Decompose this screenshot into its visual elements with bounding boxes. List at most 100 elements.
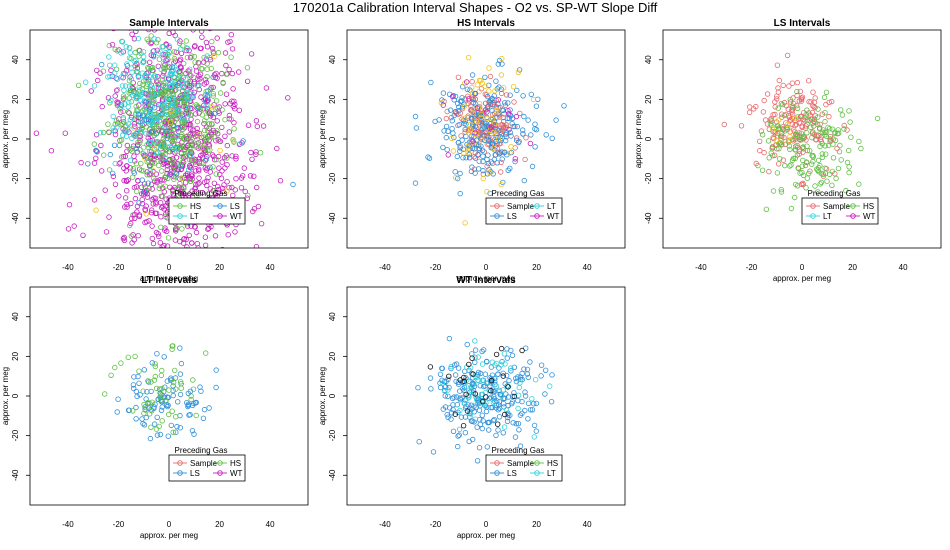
point-hs (145, 399, 151, 406)
point-wt (157, 153, 163, 160)
point-lt (467, 411, 474, 417)
point-lt (498, 393, 505, 399)
point-hs (206, 121, 212, 127)
point-sample (775, 89, 782, 95)
point-wt (464, 79, 470, 85)
y-tick-label: -40 (328, 212, 337, 224)
point-hs (839, 112, 846, 118)
panel-title: Sample Intervals (129, 18, 209, 29)
point-ls (147, 435, 154, 442)
point-hs (160, 135, 167, 142)
point-hs (796, 136, 802, 142)
point-hs (257, 149, 264, 156)
point-wt (212, 0, 217, 2)
point-ls (170, 392, 176, 399)
legend-box (485, 454, 563, 482)
point-ls (495, 427, 501, 433)
point-ls (197, 384, 203, 390)
point-sample (778, 100, 785, 107)
point-lt (492, 375, 499, 381)
point-lt (532, 377, 539, 383)
point-lt (475, 377, 481, 384)
point-sample (798, 98, 805, 104)
point-wt (232, 187, 238, 193)
point-ls (508, 133, 514, 139)
point-wt (203, 39, 210, 46)
point-ls (535, 96, 541, 102)
point-wt (88, 88, 94, 94)
point-wt (230, 192, 236, 199)
point-ls (488, 97, 494, 104)
point-hs (178, 385, 184, 391)
point-ls (412, 113, 419, 120)
point-hs (804, 107, 810, 113)
point-ls (456, 432, 462, 438)
point-hs (197, 106, 204, 112)
point-ls (135, 111, 142, 118)
point-wt (99, 103, 105, 110)
point-misc (93, 207, 99, 213)
point-lt (152, 139, 158, 145)
point-wt (124, 204, 130, 210)
legend-marker-ls (217, 203, 223, 209)
point-hs (837, 142, 843, 149)
point-hs (164, 64, 170, 70)
point-wt (102, 187, 108, 193)
point-lt (114, 124, 120, 130)
point-ls (478, 127, 485, 133)
y-tick-label: 40 (328, 55, 337, 64)
point-ls (213, 384, 219, 391)
x-tick-label: -20 (430, 520, 442, 529)
point-unknown (511, 393, 517, 400)
point-wt (207, 30, 213, 32)
point-hs (177, 143, 183, 149)
point-sample (780, 157, 787, 163)
point-wt (71, 223, 77, 229)
legend-label-hs: HS (230, 459, 241, 468)
point-ls (466, 142, 473, 149)
point-lt (129, 69, 135, 75)
point-ls (427, 375, 434, 381)
point-ls (145, 379, 152, 385)
point-wt (202, 234, 209, 240)
point-hs (118, 360, 124, 366)
x-tick-label: -20 (113, 263, 125, 272)
point-hs (138, 167, 145, 174)
point-lt (159, 142, 166, 149)
point-hs (100, 152, 107, 158)
point-hs (787, 163, 793, 169)
point-hs (779, 142, 785, 148)
point-hs (182, 96, 188, 102)
point-lt (140, 144, 147, 151)
point-hs (132, 353, 138, 360)
point-sample (753, 103, 759, 110)
point-wt (66, 201, 73, 208)
point-wt (222, 133, 228, 139)
point-lt (157, 49, 163, 55)
point-misc (466, 130, 472, 136)
point-ls (482, 74, 488, 80)
point-lt (139, 70, 146, 76)
legend-marker-sample (494, 460, 500, 466)
point-ls (543, 367, 549, 373)
point-wt (212, 233, 219, 239)
point-lt (172, 10, 177, 15)
point-ls (207, 164, 213, 170)
point-misc (471, 106, 477, 112)
point-sample (457, 110, 463, 116)
point-sample (487, 73, 494, 80)
point-hs (817, 181, 823, 187)
point-hs (216, 138, 223, 144)
point-sample (496, 112, 502, 118)
point-wt (181, 7, 186, 12)
point-ls (111, 142, 118, 148)
point-hs (136, 368, 142, 374)
point-ls (141, 367, 147, 373)
point-ls (163, 402, 170, 408)
point-wt (131, 153, 137, 159)
point-wt (151, 258, 156, 263)
point-hs (782, 162, 788, 169)
point-hs (844, 159, 851, 166)
point-ls (425, 154, 431, 160)
